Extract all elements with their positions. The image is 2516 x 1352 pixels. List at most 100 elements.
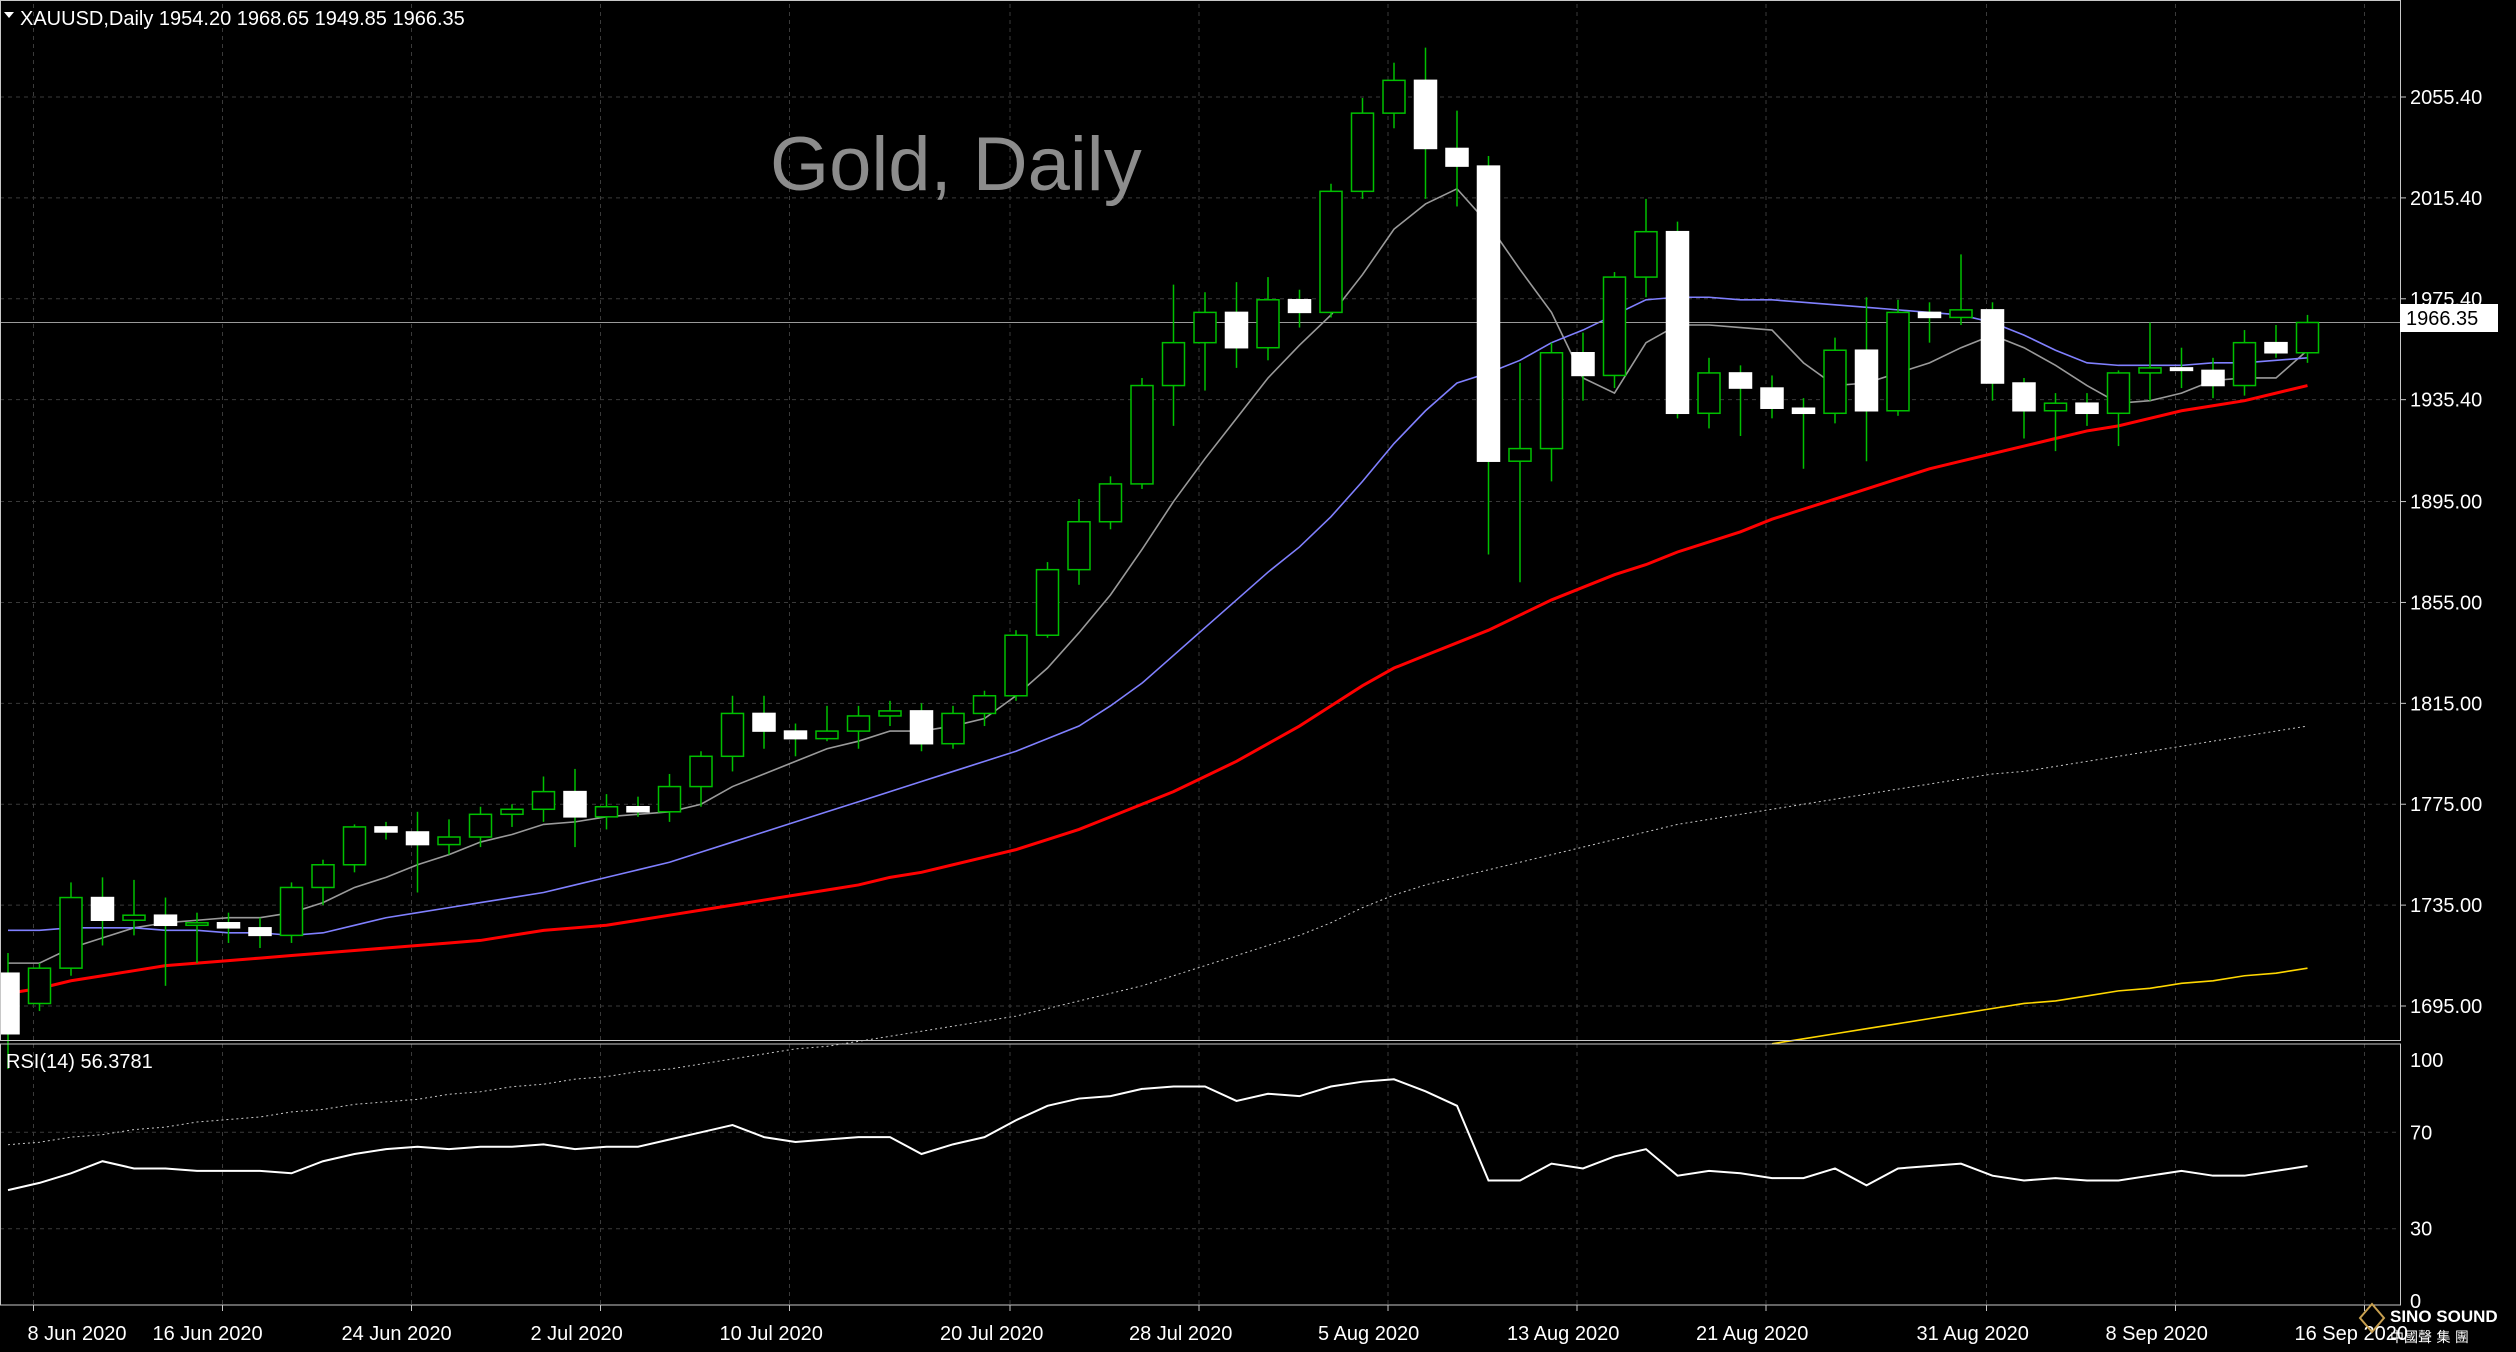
candle xyxy=(878,700,902,727)
rsi-tick-label: 100 xyxy=(2410,1050,2443,1072)
candle-body-bear xyxy=(1854,349,1879,412)
candle-body-bear xyxy=(1791,407,1816,415)
candle xyxy=(1634,198,1658,298)
candle xyxy=(0,953,20,1070)
candle xyxy=(1256,277,1280,361)
price-tick-label: 2015.40 xyxy=(2410,188,2482,210)
time-tick-label: 20 Jul 2020 xyxy=(940,1323,1043,1345)
candle-body-bear xyxy=(153,914,178,927)
candle xyxy=(2169,347,2194,389)
candle-body-bull xyxy=(878,710,902,717)
candle-body-bull xyxy=(1697,372,1721,415)
candle-body-bear xyxy=(783,730,808,740)
candle-body-bull xyxy=(311,864,335,889)
candle-body-bull xyxy=(1004,634,1028,697)
candle-body-bull xyxy=(468,813,493,838)
price-tick-label: 1735.00 xyxy=(2410,895,2482,917)
candle-body-bear xyxy=(752,712,776,732)
candle xyxy=(941,705,965,749)
candle xyxy=(2295,314,2320,363)
candle xyxy=(1539,342,1564,482)
price-panel-border xyxy=(0,0,2401,1041)
candle-body-bull xyxy=(972,695,997,715)
candle-body-bull xyxy=(1949,309,1973,319)
candle-body-bull xyxy=(1823,349,1847,415)
candle-body-bull xyxy=(2106,372,2131,415)
candle xyxy=(594,794,619,830)
candle-body-bear xyxy=(0,972,20,1035)
candle-body-bull xyxy=(531,790,556,811)
price-tick-label: 1935.40 xyxy=(2410,390,2482,412)
candle-body-bull xyxy=(815,730,839,740)
sma-line-3 xyxy=(7,725,2308,1146)
candle-body-bull xyxy=(2043,402,2068,412)
candle xyxy=(1697,357,1721,429)
candle xyxy=(1917,302,1942,343)
candle-body-bear xyxy=(90,896,115,921)
logo-text: SINO SOUND xyxy=(2390,1307,2498,1326)
candle xyxy=(311,859,335,906)
candle-body-bear xyxy=(1224,311,1249,349)
candle xyxy=(248,917,272,948)
rsi-tick-label: 0 xyxy=(2410,1291,2421,1313)
candle xyxy=(720,695,745,772)
candle xyxy=(1949,254,1973,326)
candle-body-bull xyxy=(342,826,367,866)
rsi-tick-label: 70 xyxy=(2410,1122,2432,1144)
collapse-triangle-icon[interactable] xyxy=(4,12,14,18)
candle xyxy=(2138,322,2162,401)
candle xyxy=(531,776,556,822)
candle xyxy=(657,773,682,822)
candle-body-bull xyxy=(720,712,745,758)
candle-body-bull xyxy=(1319,190,1343,314)
candle xyxy=(752,695,776,749)
candle-body-bull xyxy=(689,755,713,788)
candle-body-bear xyxy=(1728,372,1753,389)
chart-frame xyxy=(0,0,2401,1306)
candle xyxy=(2232,330,2257,396)
candle xyxy=(59,882,83,976)
rsi-polyline xyxy=(7,1078,2308,1192)
candle-body-bull xyxy=(2295,321,2320,354)
rsi-tick-label: 30 xyxy=(2410,1219,2432,1241)
candle-body-bull xyxy=(59,896,83,969)
candle-body-bear xyxy=(1917,311,1942,319)
candle xyxy=(1413,47,1438,199)
time-tick-label: 8 Sep 2020 xyxy=(2106,1323,2208,1345)
candle xyxy=(972,690,997,727)
candle xyxy=(90,877,115,946)
price-tick-label: 1855.00 xyxy=(2410,592,2482,614)
symbol-header: XAUUSD,Daily 1954.20 1968.65 1949.85 196… xyxy=(20,8,465,30)
sma-line-2 xyxy=(7,384,2308,995)
time-tick-label: 16 Sep 2020 xyxy=(2295,1323,2408,1345)
candle-body-bear xyxy=(1445,147,1469,167)
candle-body-bull xyxy=(1350,112,1375,193)
time-tick-label: 2 Jul 2020 xyxy=(531,1323,623,1345)
candle-body-bull xyxy=(279,886,304,937)
candle-body-bull xyxy=(437,836,461,846)
candle-body-bear xyxy=(563,790,587,818)
time-tick-label: 16 Jun 2020 xyxy=(153,1323,263,1345)
candle xyxy=(1823,337,1847,424)
candle xyxy=(122,879,146,936)
candle xyxy=(815,705,839,742)
candle-body-bull xyxy=(1382,79,1406,114)
candle-body-bear xyxy=(405,831,430,846)
time-tick-label: 13 Aug 2020 xyxy=(1507,1323,1619,1345)
candle-body-bull xyxy=(1035,568,1060,636)
candle xyxy=(1382,62,1406,129)
candle xyxy=(563,768,587,848)
chart-watermark: Gold, Daily xyxy=(770,122,1142,207)
candle xyxy=(1728,365,1753,436)
time-tick-label: 21 Aug 2020 xyxy=(1696,1323,1808,1345)
candle xyxy=(279,882,304,943)
rsi-label: RSI(14) 56.3781 xyxy=(6,1051,153,1073)
candle-body-bull xyxy=(122,914,146,921)
time-tick-label: 28 Jul 2020 xyxy=(1129,1323,1232,1345)
candle-body-bear xyxy=(1980,309,2005,384)
candle-body-bear xyxy=(1287,299,1312,314)
time-tick-label: 10 Jul 2020 xyxy=(720,1323,823,1345)
candle-body-bear xyxy=(1665,230,1690,415)
candle xyxy=(500,804,524,827)
